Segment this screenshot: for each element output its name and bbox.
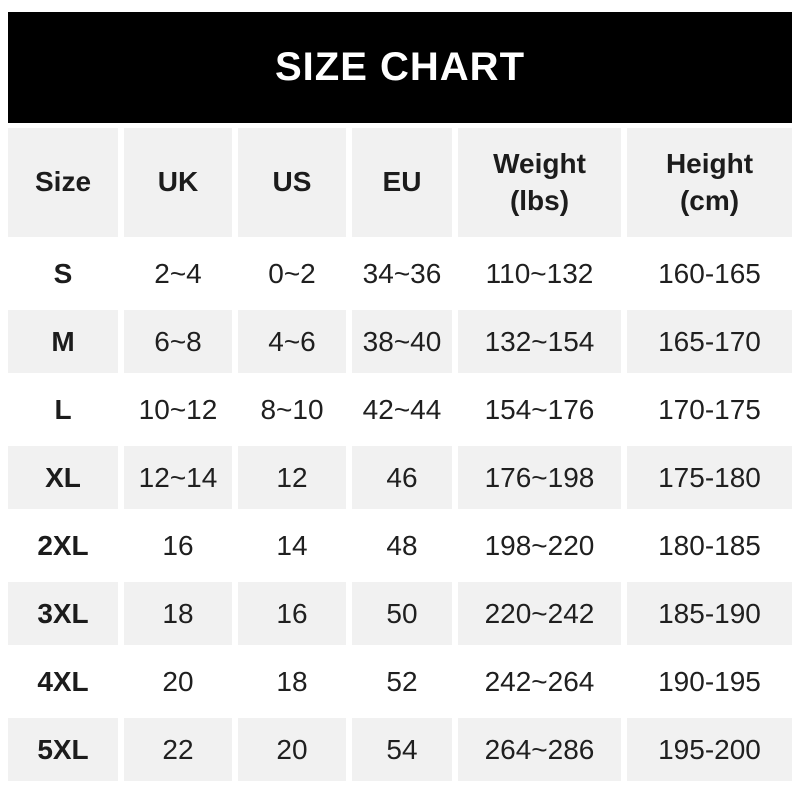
cell-us: 0~2	[238, 242, 346, 305]
cell-eu: 50	[352, 582, 452, 645]
cell-uk: 2~4	[124, 242, 232, 305]
cell-weight: 110~132	[458, 242, 621, 305]
cell-height: 175-180	[627, 446, 792, 509]
cell-eu: 52	[352, 650, 452, 713]
cell-uk: 6~8	[124, 310, 232, 373]
cell-weight: 154~176	[458, 378, 621, 441]
column-label: US	[272, 166, 312, 198]
header-cell-weight: Weight (lbs)	[458, 128, 621, 237]
cell-uk: 22	[124, 718, 232, 781]
column-label: EU	[382, 166, 422, 198]
cell-height: 165-170	[627, 310, 792, 373]
header-cell-size: Size	[8, 128, 118, 237]
cell-height: 195-200	[627, 718, 792, 781]
column-label: Size	[34, 166, 92, 198]
column-label: Height	[665, 148, 754, 180]
cell-size: 4XL	[8, 650, 118, 713]
column-sublabel: (cm)	[679, 184, 740, 216]
table-row: 2XL 16 14 48 198~220 180-185	[8, 514, 792, 577]
header-cell-height: Height (cm)	[627, 128, 792, 237]
cell-height: 185-190	[627, 582, 792, 645]
header-cell-eu: EU	[352, 128, 452, 237]
cell-eu: 34~36	[352, 242, 452, 305]
cell-weight: 176~198	[458, 446, 621, 509]
cell-weight: 242~264	[458, 650, 621, 713]
cell-us: 12	[238, 446, 346, 509]
cell-height: 190-195	[627, 650, 792, 713]
cell-uk: 12~14	[124, 446, 232, 509]
cell-height: 160-165	[627, 242, 792, 305]
cell-us: 14	[238, 514, 346, 577]
cell-us: 20	[238, 718, 346, 781]
cell-size: S	[8, 242, 118, 305]
size-chart-table: Size UK US EU Weight (lbs) Height (cm)	[2, 123, 798, 786]
cell-weight: 220~242	[458, 582, 621, 645]
cell-size: 5XL	[8, 718, 118, 781]
cell-eu: 46	[352, 446, 452, 509]
column-sublabel: (lbs)	[509, 184, 570, 216]
cell-us: 4~6	[238, 310, 346, 373]
cell-weight: 198~220	[458, 514, 621, 577]
cell-size: 3XL	[8, 582, 118, 645]
table-row: 4XL 20 18 52 242~264 190-195	[8, 650, 792, 713]
cell-eu: 42~44	[352, 378, 452, 441]
page-title: SIZE CHART	[275, 45, 525, 89]
size-chart-banner: SIZE CHART	[8, 12, 792, 123]
cell-uk: 18	[124, 582, 232, 645]
column-label: Weight	[493, 148, 586, 180]
cell-uk: 16	[124, 514, 232, 577]
cell-weight: 264~286	[458, 718, 621, 781]
cell-eu: 48	[352, 514, 452, 577]
table-row: 3XL 18 16 50 220~242 185-190	[8, 582, 792, 645]
cell-us: 8~10	[238, 378, 346, 441]
cell-height: 170-175	[627, 378, 792, 441]
cell-size: 2XL	[8, 514, 118, 577]
table-row: M 6~8 4~6 38~40 132~154 165-170	[8, 310, 792, 373]
table-row: S 2~4 0~2 34~36 110~132 160-165	[8, 242, 792, 305]
cell-eu: 54	[352, 718, 452, 781]
table-row: 5XL 22 20 54 264~286 195-200	[8, 718, 792, 781]
table-row: L 10~12 8~10 42~44 154~176 170-175	[8, 378, 792, 441]
cell-us: 16	[238, 582, 346, 645]
column-label: UK	[157, 166, 199, 198]
cell-height: 180-185	[627, 514, 792, 577]
cell-size: XL	[8, 446, 118, 509]
cell-uk: 20	[124, 650, 232, 713]
header-cell-uk: UK	[124, 128, 232, 237]
header-cell-us: US	[238, 128, 346, 237]
table-row: XL 12~14 12 46 176~198 175-180	[8, 446, 792, 509]
cell-us: 18	[238, 650, 346, 713]
cell-eu: 38~40	[352, 310, 452, 373]
header-row: Size UK US EU Weight (lbs) Height (cm)	[8, 128, 792, 237]
cell-weight: 132~154	[458, 310, 621, 373]
cell-size: M	[8, 310, 118, 373]
cell-uk: 10~12	[124, 378, 232, 441]
cell-size: L	[8, 378, 118, 441]
